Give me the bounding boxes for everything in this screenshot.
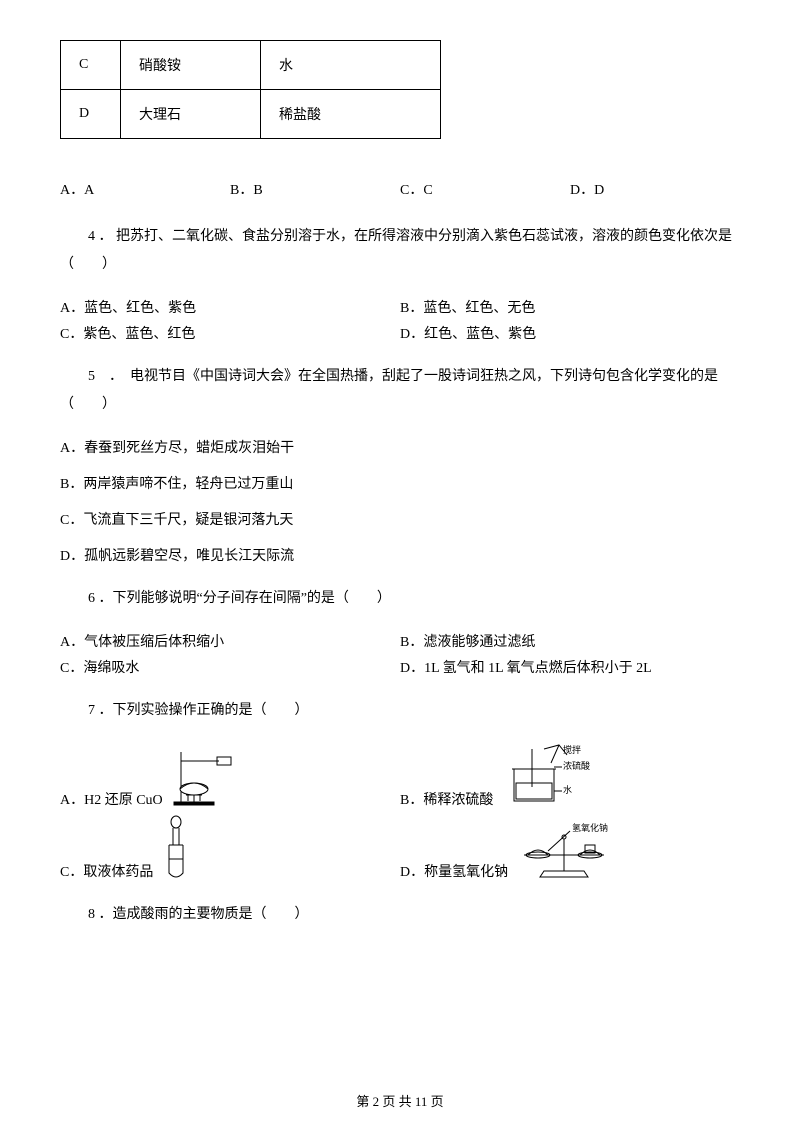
option-b: B．B [230,179,400,199]
option-d: D．D [570,179,604,199]
option-c: C．取液体药品 [60,861,153,881]
q4-stem: 4 ． 把苏打、二氧化碳、食盐分别溶于水，在所得溶液中分别滴入紫色石蕊试液，溶液… [60,223,740,279]
q7-row1: A．H2 还原 CuO B．稀释浓硫酸 [60,743,740,809]
cell: D [61,90,121,139]
balance-scale-icon: 氢氧化钠 [514,821,624,881]
cell: C [61,41,121,90]
option-d: D．红色、蓝色、紫色 [400,323,740,343]
label-naoh: 氢氧化钠 [572,822,608,833]
label-stir: 搅拌 [563,744,581,755]
q8-stem: 8 ．造成酸雨的主要物质是（ ） [60,901,740,929]
cell: 水 [261,41,441,90]
q7-row2: C．取液体药品 D．称量氢氧化钠 [60,815,740,881]
apparatus-stand-icon [169,747,239,809]
option-d: D．称量氢氧化钠 [400,861,508,881]
option-c: C．海绵吸水 [60,657,400,677]
table-row: C 硝酸铵 水 [61,41,441,90]
cell: 稀盐酸 [261,90,441,139]
q7-stem: 7 ．下列实验操作正确的是（ ） [60,697,740,725]
dropper-tube-icon [159,815,193,881]
beaker-dilute-icon: 搅拌 浓硫酸 水 [499,743,609,809]
option-d: D．1L 氢气和 1L 氧气点燃后体积小于 2L [400,657,740,677]
cell: 硝酸铵 [121,41,261,90]
option-d: D．孤帆远影碧空尽，唯见长江天际流 [60,545,740,565]
option-a: A．蓝色、红色、紫色 [60,297,400,317]
option-b: B．稀释浓硫酸 [400,789,493,809]
q5-stem: 5 ． 电视节目《中国诗词大会》在全国热播，刮起了一股诗词狂热之风，下列诗句包含… [60,363,740,419]
q4-row2: C．紫色、蓝色、红色 D．红色、蓝色、紫色 [60,323,740,343]
q6-stem: 6 ．下列能够说明“分子间存在间隔”的是（ ） [60,585,740,613]
q4-row1: A．蓝色、红色、紫色 B．蓝色、红色、无色 [60,297,740,317]
option-a: A．A [60,179,230,199]
option-b: B．滤液能够通过滤纸 [400,631,740,651]
page-footer: 第 2 页 共 11 页 [0,1091,800,1110]
option-table: C 硝酸铵 水 D 大理石 稀盐酸 [60,40,441,139]
q6-row2: C．海绵吸水 D．1L 氢气和 1L 氧气点燃后体积小于 2L [60,657,740,677]
option-b: B．两岸猿声啼不住，轻舟已过万重山 [60,473,740,493]
option-c: C．C [400,179,570,199]
option-a: A．H2 还原 CuO [60,789,163,809]
q6-row1: A．气体被压缩后体积缩小 B．滤液能够通过滤纸 [60,631,740,651]
label-acid: 浓硫酸 [563,760,590,771]
label-water: 水 [563,784,572,795]
option-a: A．春蚕到死丝方尽，蜡炬成灰泪始干 [60,437,740,457]
option-c: C．飞流直下三千尺，疑是银河落九天 [60,509,740,529]
option-a: A．气体被压缩后体积缩小 [60,631,400,651]
option-b: B．蓝色、红色、无色 [400,297,740,317]
cell: 大理石 [121,90,261,139]
q3-options: A．A B．B C．C D．D [60,179,740,199]
table-row: D 大理石 稀盐酸 [61,90,441,139]
option-c: C．紫色、蓝色、红色 [60,323,400,343]
